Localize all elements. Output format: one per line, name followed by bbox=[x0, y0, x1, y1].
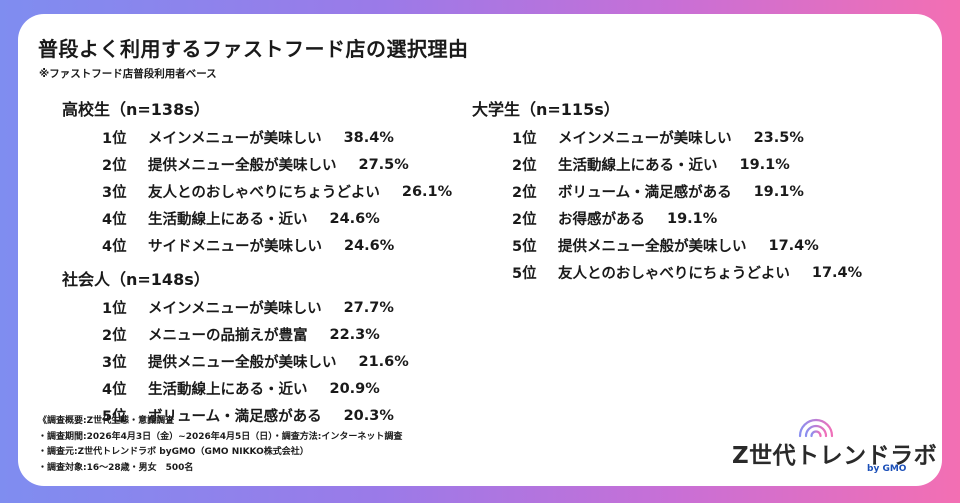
percentage-value: 21.6% bbox=[358, 353, 409, 370]
reason-text: メインメニューが美味しい bbox=[148, 131, 322, 147]
rank-label: 2位 bbox=[102, 328, 127, 344]
percentage-value: 24.6% bbox=[344, 237, 395, 254]
content-card: 普段よく利用するファストフード店の選択理由 ※ファストフード店普段利用者ベース … bbox=[18, 14, 942, 486]
list-item: 5位 友人とのおしゃべりにちょうどよい 17.4% bbox=[512, 259, 862, 286]
rank-label: 4位 bbox=[102, 239, 127, 255]
list-item: 1位 メインメニューが美味しい 23.5% bbox=[512, 124, 862, 151]
logo-by-gmo: by GMO bbox=[867, 464, 907, 474]
list-item: 1位 メインメニューが美味しい 27.7% bbox=[102, 294, 409, 321]
rank-label: 2位 bbox=[512, 212, 537, 228]
percentage-value: 24.6% bbox=[329, 210, 380, 227]
rank-label: 5位 bbox=[102, 409, 127, 425]
rank-label: 5位 bbox=[512, 266, 537, 282]
signal-icon bbox=[798, 418, 834, 438]
reason-text: 友人とのおしゃべりにちょうどよい bbox=[558, 266, 790, 282]
reason-text: 生活動線上にある・近い bbox=[558, 158, 718, 174]
list-item: 5位 提供メニュー全般が美味しい 17.4% bbox=[512, 232, 862, 259]
reason-text: お得感がある bbox=[558, 212, 645, 228]
reason-text: メニューの品揃えが豊富 bbox=[148, 328, 308, 344]
rank-label: 1位 bbox=[102, 301, 127, 317]
list-item: 3位 提供メニュー全般が美味しい 21.6% bbox=[102, 348, 409, 375]
survey-period: ・調査期間:2026年4月3日（金）~2026年4月5日（日）・調査方法:インタ… bbox=[38, 431, 403, 442]
list-item: 2位 生活動線上にある・近い 19.1% bbox=[512, 151, 862, 178]
rank-label: 1位 bbox=[102, 131, 127, 147]
rank-label: 5位 bbox=[512, 239, 537, 255]
reason-text: 提供メニュー全般が美味しい bbox=[148, 158, 337, 174]
reason-text: 提供メニュー全般が美味しい bbox=[148, 355, 337, 371]
list-item: 4位 生活動線上にある・近い 20.9% bbox=[102, 375, 409, 402]
group-university: 大学生（n=115s） 1位 メインメニューが美味しい 23.5% 2位 生活動… bbox=[472, 96, 862, 286]
logo-text: Z世代トレンドラボ bbox=[732, 443, 938, 469]
group-highschool: 高校生（n=138s） 1位 メインメニューが美味しい 38.4% 2位 提供メ… bbox=[62, 96, 452, 259]
group-worker: 社会人（n=148s） 1位 メインメニューが美味しい 27.7% 2位 メニュ… bbox=[62, 266, 409, 429]
rank-label: 4位 bbox=[102, 212, 127, 228]
group-heading-university: 大学生（n=115s） bbox=[472, 100, 620, 119]
reason-text: サイドメニューが美味しい bbox=[148, 239, 322, 255]
survey-overview-title: 《調査概要:Z世代生態・意識調査 bbox=[38, 416, 175, 426]
reason-text: 提供メニュー全般が美味しい bbox=[558, 239, 747, 255]
reason-text: 生活動線上にある・近い bbox=[148, 382, 308, 398]
reason-text: ボリューム・満足感がある bbox=[148, 409, 322, 425]
percentage-value: 38.4% bbox=[343, 129, 394, 146]
percentage-value: 20.9% bbox=[329, 380, 380, 397]
percentage-value: 27.5% bbox=[358, 156, 409, 173]
list-item: 2位 お得感がある 19.1% bbox=[512, 205, 862, 232]
percentage-value: 23.5% bbox=[753, 129, 804, 146]
reason-text: メインメニューが美味しい bbox=[148, 301, 322, 317]
list-item: 2位 提供メニュー全般が美味しい 27.5% bbox=[102, 151, 452, 178]
rank-label: 3位 bbox=[102, 185, 127, 201]
rank-label: 2位 bbox=[512, 158, 537, 174]
rank-label: 1位 bbox=[512, 131, 537, 147]
survey-source: ・調査元:Z世代トレンドラボ byGMO（GMO NIKKO株式会社） bbox=[38, 447, 309, 457]
list-item: 1位 メインメニューが美味しい 38.4% bbox=[102, 124, 452, 151]
percentage-value: 17.4% bbox=[811, 264, 863, 281]
survey-target: ・調査対象:16～28歳・男女 500名 bbox=[38, 462, 194, 473]
percentage-value: 19.1% bbox=[739, 156, 790, 173]
reason-text: 友人とのおしゃべりにちょうどよい bbox=[148, 185, 380, 201]
rank-label: 4位 bbox=[102, 382, 127, 398]
list-item: 2位 メニューの品揃えが豊富 22.3% bbox=[102, 321, 409, 348]
rank-label: 2位 bbox=[512, 185, 537, 201]
list-item: 4位 生活動線上にある・近い 24.6% bbox=[102, 205, 452, 232]
rank-label: 2位 bbox=[102, 158, 127, 174]
list-item: 4位 サイドメニューが美味しい 24.6% bbox=[102, 232, 452, 259]
reason-text: ボリューム・満足感がある bbox=[558, 185, 732, 201]
page-subtitle: ※ファストフード店普段利用者ベース bbox=[39, 68, 217, 80]
percentage-value: 20.3% bbox=[343, 407, 394, 424]
survey-overview: 《調査概要:Z世代生態・意識調査 ・調査期間:2026年4月3日（金）~2026… bbox=[38, 414, 402, 476]
rank-label: 3位 bbox=[102, 355, 127, 371]
percentage-value: 19.1% bbox=[753, 183, 804, 200]
reason-text: 生活動線上にある・近い bbox=[148, 212, 308, 228]
list-item: 2位 ボリューム・満足感がある 19.1% bbox=[512, 178, 862, 205]
percentage-value: 19.1% bbox=[667, 210, 718, 227]
list-item: 5位 ボリューム・満足感がある 20.3% bbox=[102, 402, 409, 429]
group-heading-highschool: 高校生（n=138s） bbox=[62, 100, 210, 119]
group-heading-worker: 社会人（n=148s） bbox=[62, 270, 210, 289]
percentage-value: 26.1% bbox=[401, 183, 453, 200]
brand-logo: Z世代トレンドラボ by GMO bbox=[730, 410, 937, 478]
list-item: 3位 友人とのおしゃべりにちょうどよい 26.1% bbox=[102, 178, 452, 205]
percentage-value: 17.4% bbox=[768, 237, 819, 254]
reason-text: メインメニューが美味しい bbox=[558, 131, 732, 147]
percentage-value: 27.7% bbox=[343, 299, 394, 316]
percentage-value: 22.3% bbox=[329, 326, 380, 343]
page-title: 普段よく利用するファストフード店の選択理由 bbox=[38, 37, 469, 61]
